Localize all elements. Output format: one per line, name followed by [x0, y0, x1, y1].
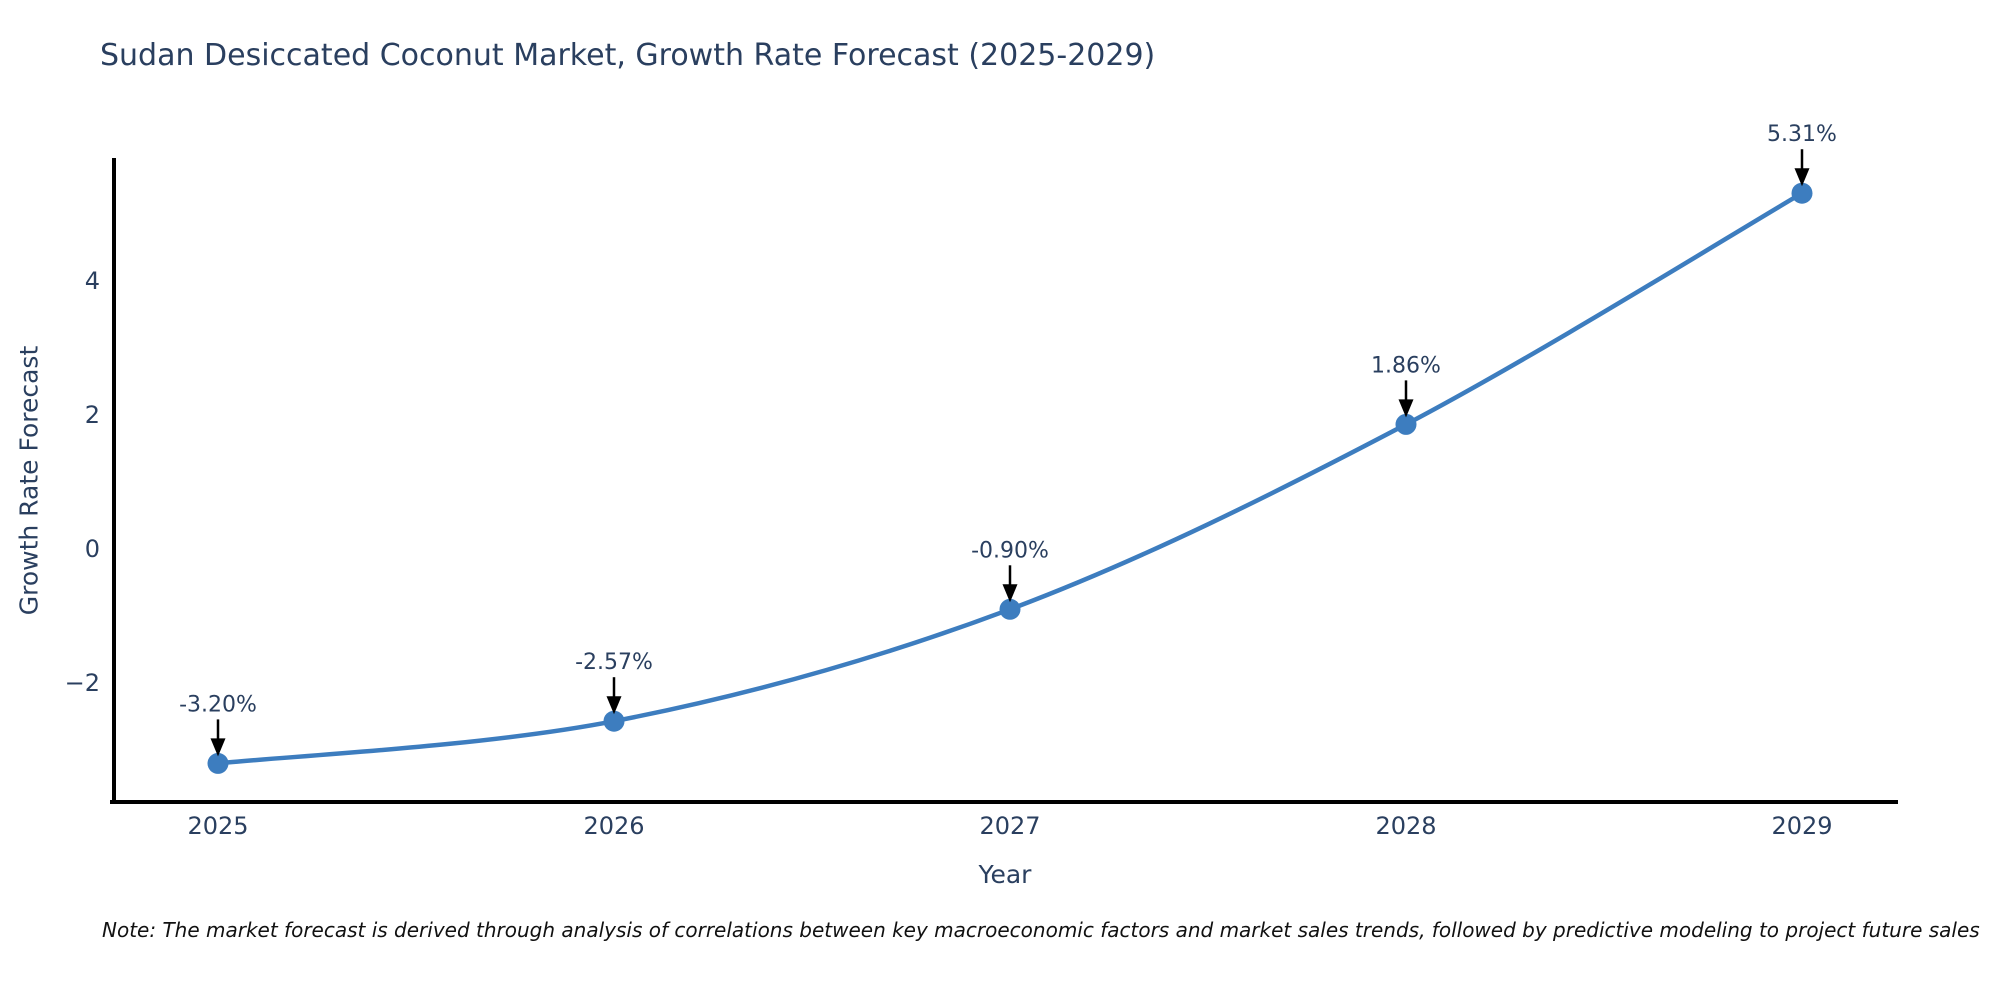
x-tick-label: 2025 — [187, 812, 248, 840]
annotation-arrowhead — [1398, 399, 1414, 418]
x-tick-label: 2028 — [1375, 812, 1436, 840]
chart-title: Sudan Desiccated Coconut Market, Growth … — [100, 38, 1156, 73]
data-point-marker — [1791, 182, 1813, 204]
x-tick-label: 2026 — [583, 812, 644, 840]
annotation-arrowhead — [1002, 584, 1018, 603]
annotation-label: -0.90% — [971, 538, 1049, 563]
x-axis-title: Year — [978, 860, 1032, 889]
footnote: Note: The market forecast is derived thr… — [102, 918, 1980, 942]
annotation-label: -2.57% — [575, 650, 653, 675]
annotation-label: 1.86% — [1371, 353, 1441, 378]
data-point-marker — [1395, 413, 1417, 435]
annotation-label: 5.31% — [1767, 122, 1837, 147]
y-tick-label: 2 — [85, 401, 100, 429]
y-tick-label: −2 — [65, 669, 100, 697]
data-point-marker — [999, 598, 1021, 620]
x-tick-label: 2029 — [1771, 812, 1832, 840]
annotation-label: -3.20% — [179, 692, 257, 717]
annotation-arrowhead — [1794, 168, 1810, 187]
data-point-marker — [207, 752, 229, 774]
y-tick-label: 4 — [85, 267, 100, 295]
annotation-arrowhead — [606, 696, 622, 715]
trend-line — [217, 191, 1804, 766]
annotation-arrowhead — [210, 738, 226, 757]
data-point-marker — [603, 710, 625, 732]
y-tick-label: 0 — [85, 535, 100, 563]
x-tick-label: 2027 — [979, 812, 1040, 840]
